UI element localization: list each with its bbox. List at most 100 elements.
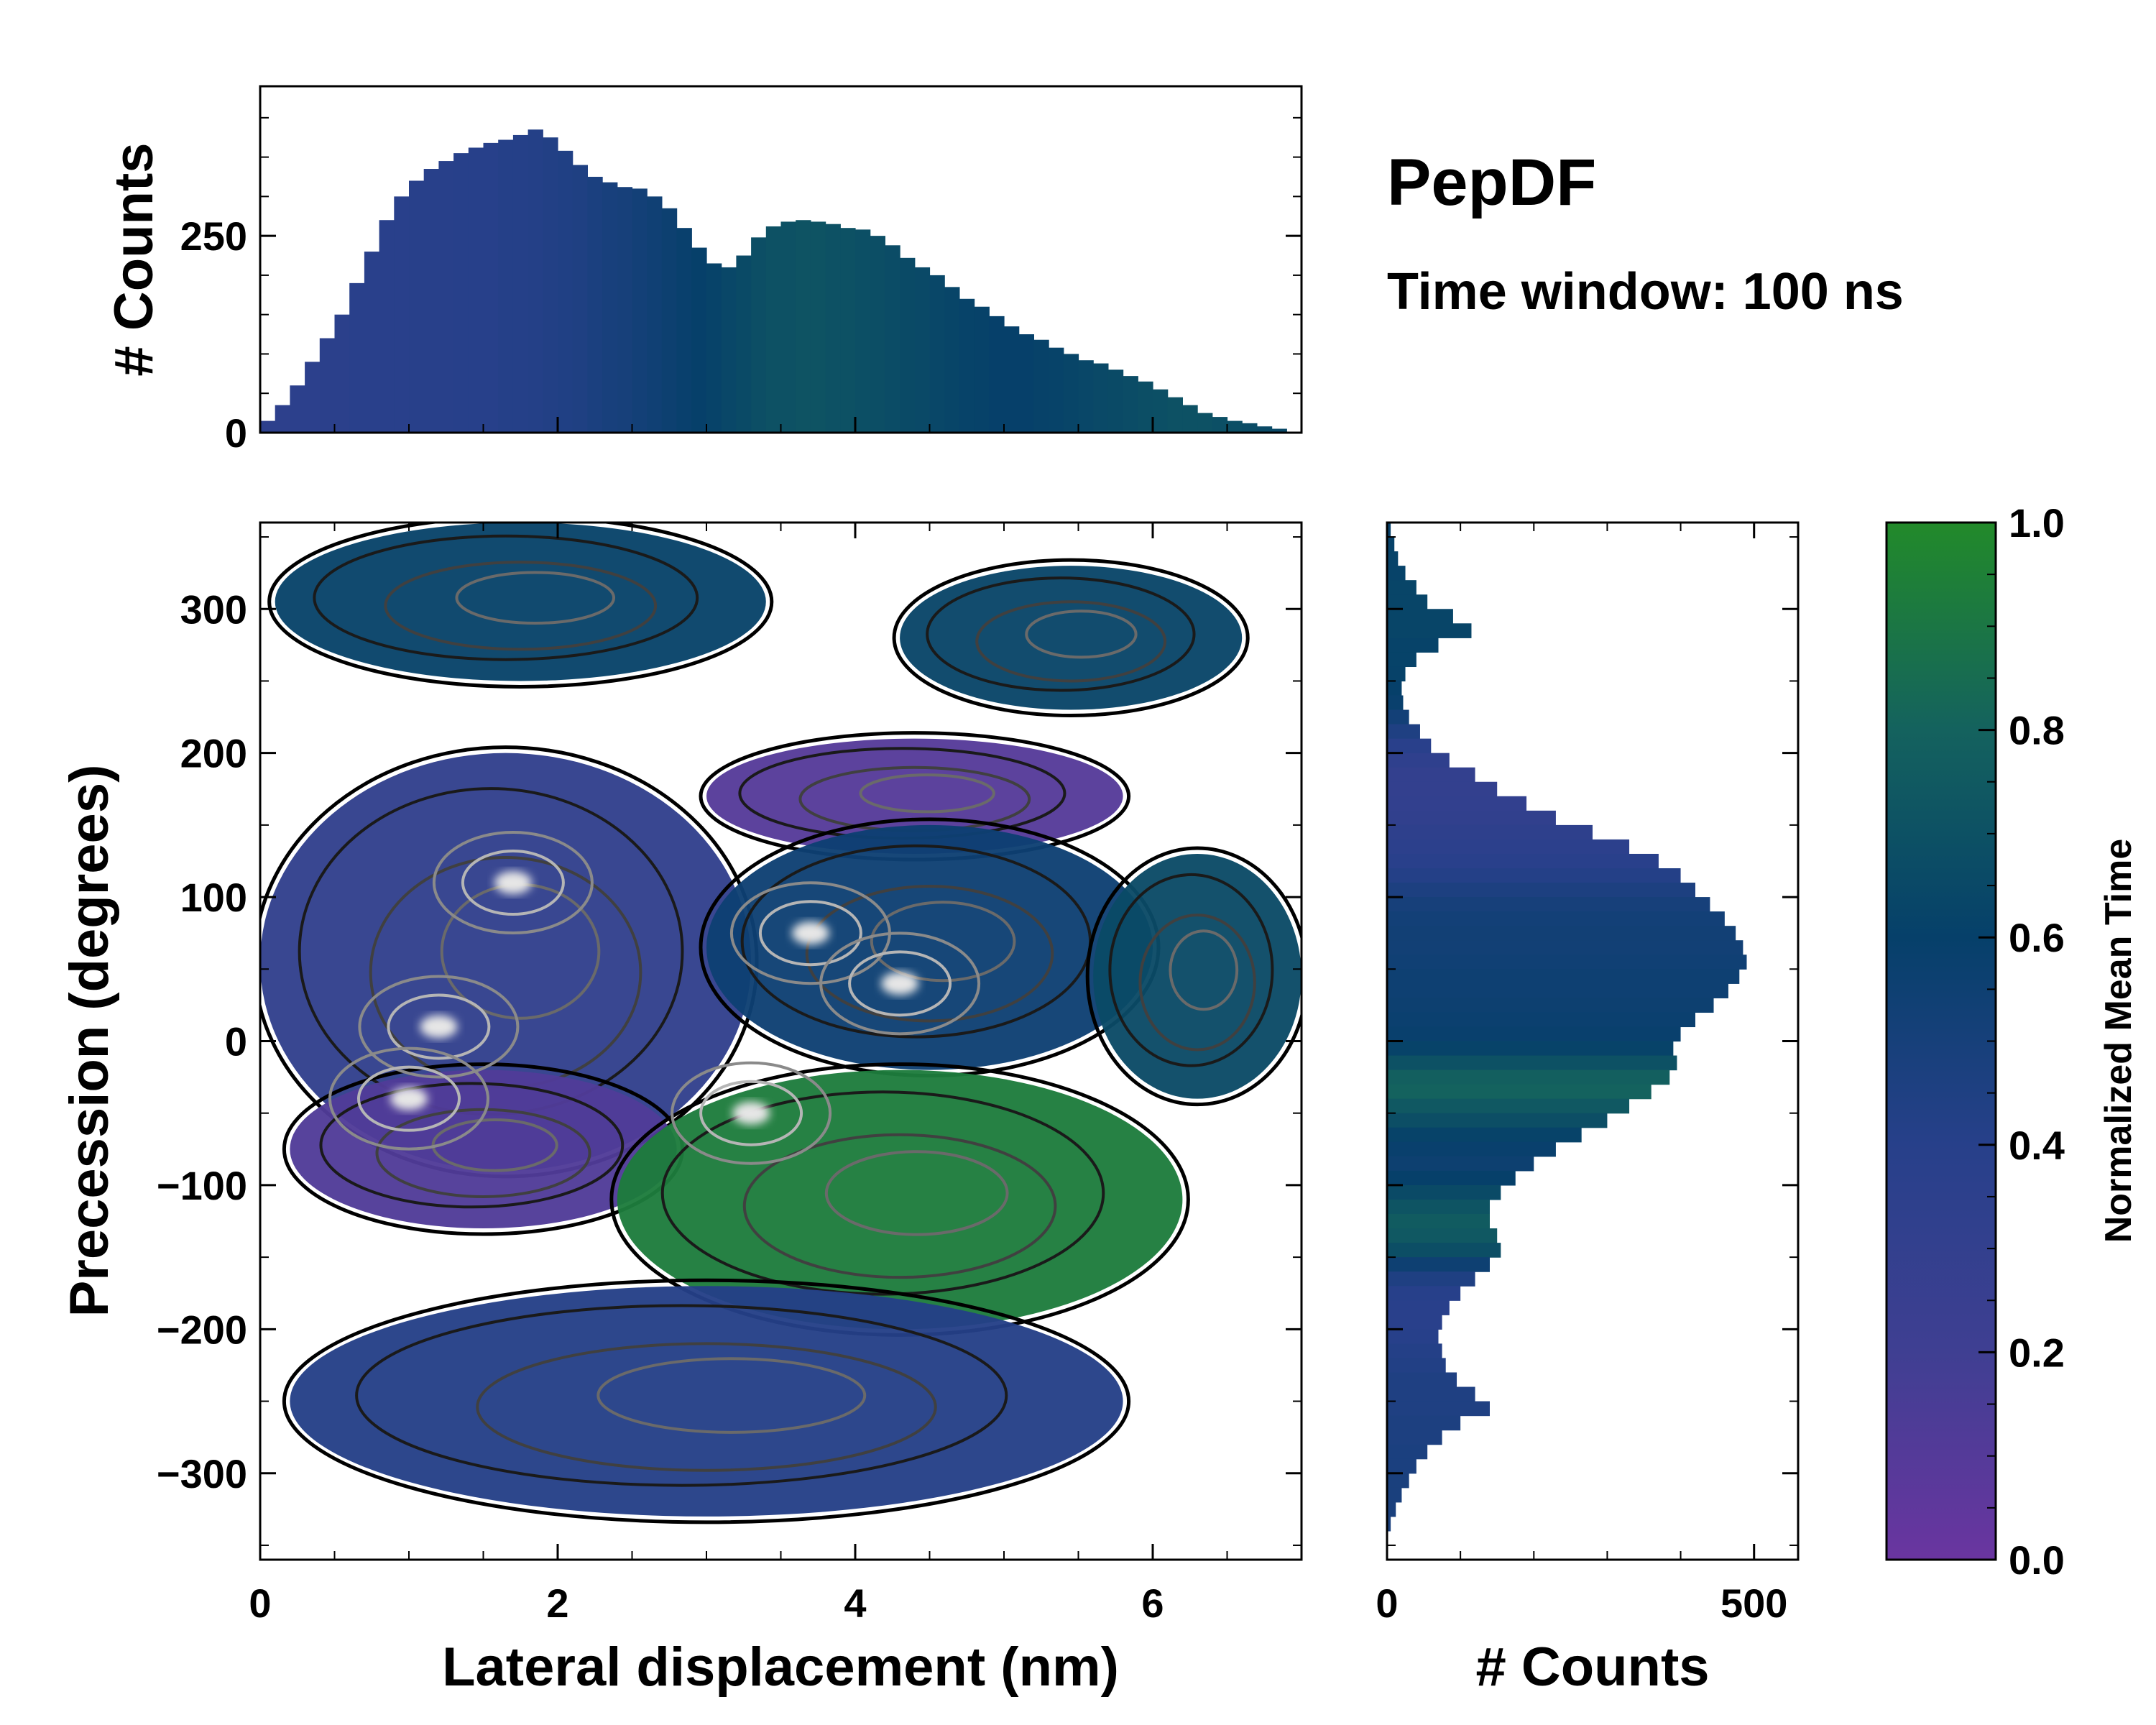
y-marginal-bar — [1387, 1026, 1681, 1042]
region-contour — [926, 576, 1196, 692]
main-ytick-label: −300 — [157, 1451, 247, 1496]
x-marginal-bar — [929, 275, 945, 433]
main-xtick-label: 0 — [249, 1581, 271, 1626]
region-fill — [275, 523, 766, 681]
peak-core — [390, 1087, 428, 1110]
colorbar-ticks: 0.0 0.2 0.4 0.6 0.8 1.0 — [1978, 500, 2065, 1583]
y-marginal-bar — [1387, 681, 1402, 696]
y-marginal-bar — [1387, 695, 1404, 711]
x-marginal-bar — [1004, 326, 1020, 433]
y-marginal-bar — [1387, 753, 1450, 768]
peak-contour-outer — [328, 1046, 489, 1151]
x-marginal-bar — [305, 362, 321, 433]
y-marginal-bar — [1387, 853, 1659, 869]
heatmap-region — [609, 1062, 1190, 1337]
main-xlabel: Lateral displacement (nm) — [442, 1637, 1119, 1698]
heatmap-region — [892, 558, 1250, 718]
main-heatmap-panel: 0 2 4 6 −300 −200 −100 0 100 200 300 Lateral displ… — [59, 521, 1303, 1698]
x-marginal-bar — [1138, 381, 1153, 433]
y-marginal-xlabel: # Counts — [1475, 1637, 1709, 1698]
y-marginal-bar — [1387, 983, 1728, 998]
y-marginal-bar — [1387, 666, 1406, 682]
y-marginal-bar — [1387, 1487, 1402, 1503]
x-marginal-bar — [736, 255, 752, 433]
y-marginal-bar — [1387, 940, 1743, 955]
y-marginal-bar — [1387, 580, 1416, 595]
y-marginal-bar — [1387, 594, 1428, 610]
x-marginal-bars — [260, 129, 1287, 433]
x-marginal-bar — [751, 237, 767, 433]
x-marginal-bar — [1197, 413, 1213, 433]
y-marginal-bar — [1387, 1271, 1475, 1287]
density-peak — [819, 932, 981, 1036]
x-marginal-bar — [1063, 354, 1079, 433]
peak-contour-mid — [758, 900, 862, 967]
x-marginal-bar — [1033, 339, 1049, 433]
region-contour — [319, 1082, 625, 1209]
peak-core — [881, 972, 919, 995]
main-ytick-label: −200 — [157, 1307, 247, 1352]
y-marginal-bar — [1387, 652, 1416, 668]
y-marginal-bar — [1387, 1300, 1450, 1315]
colorbar-tick-label: 0.0 — [2009, 1537, 2065, 1583]
x-marginal-bar — [944, 287, 960, 433]
main-xtick-label: 2 — [546, 1581, 568, 1626]
peak-contour-outer — [358, 975, 520, 1079]
y-marginal-bar — [1387, 1415, 1461, 1431]
x-marginal-bar — [319, 338, 336, 433]
region-contour — [1169, 929, 1239, 1011]
x-marginal-bar — [379, 220, 395, 433]
x-marginal-bar — [512, 134, 529, 433]
x-marginal-bar — [974, 306, 990, 433]
x-marginal-bar — [870, 236, 885, 433]
y-marginal-bar — [1387, 1358, 1446, 1374]
region-contour — [742, 1133, 1057, 1279]
peak-core — [732, 1101, 770, 1125]
y-marginal-bar — [1387, 1012, 1695, 1028]
x-marginal-bar — [528, 129, 543, 433]
peak-contour-mid — [357, 1065, 461, 1132]
y-marginal-bar — [1387, 969, 1740, 984]
x-marginal-bar — [290, 385, 305, 433]
heatmap-regions — [260, 523, 1302, 1524]
x-marginal-bar — [275, 405, 290, 433]
y-marginal-bar — [1387, 1113, 1608, 1128]
region-boundary — [1085, 846, 1302, 1107]
main-xtick-label: 6 — [1141, 1581, 1164, 1626]
colorbar-gradient — [1885, 521, 1997, 1561]
x-marginal-bar — [1093, 363, 1109, 433]
region-contour — [805, 885, 1054, 1023]
region-contour — [824, 1150, 1009, 1236]
x-marginal-bar — [1212, 417, 1228, 433]
x-marginal-bar — [1271, 428, 1287, 433]
x-marginal-bar — [780, 221, 796, 433]
region-contour — [431, 1118, 558, 1172]
y-marginal-bar — [1387, 1199, 1490, 1215]
y-marginal-bar — [1387, 1055, 1677, 1071]
main-ytick-label: 200 — [180, 731, 247, 776]
region-boundary — [282, 1278, 1131, 1524]
y-marginal-bar — [1387, 566, 1406, 581]
heatmap-region — [267, 523, 774, 689]
region-contour — [596, 1357, 867, 1434]
x-marginal-bar — [1182, 405, 1198, 433]
x-marginal-bar — [453, 153, 469, 433]
peak-contour-mid — [387, 993, 491, 1060]
y-marginal-bar — [1387, 1257, 1490, 1272]
y-marginal-bar — [1387, 1372, 1457, 1388]
x-marginal-bar — [1018, 334, 1034, 433]
x-marginal-bar — [1153, 389, 1169, 433]
x-marginal-bar — [1078, 360, 1094, 433]
x-marginal-bar — [423, 169, 439, 433]
peak-core — [494, 871, 532, 895]
peak-contour-mid — [848, 950, 952, 1017]
y-marginal-bar — [1387, 523, 1391, 538]
x-marginal-bar — [260, 420, 276, 433]
y-marginal-bar — [1387, 911, 1725, 926]
y-marginal-bar — [1387, 537, 1395, 552]
y-marginal-bar — [1387, 709, 1409, 725]
region-contour — [859, 773, 995, 814]
x-marginal-bar — [676, 228, 692, 433]
region-fill — [290, 1286, 1123, 1517]
x-marginal-ytick-label: 0 — [225, 410, 247, 456]
